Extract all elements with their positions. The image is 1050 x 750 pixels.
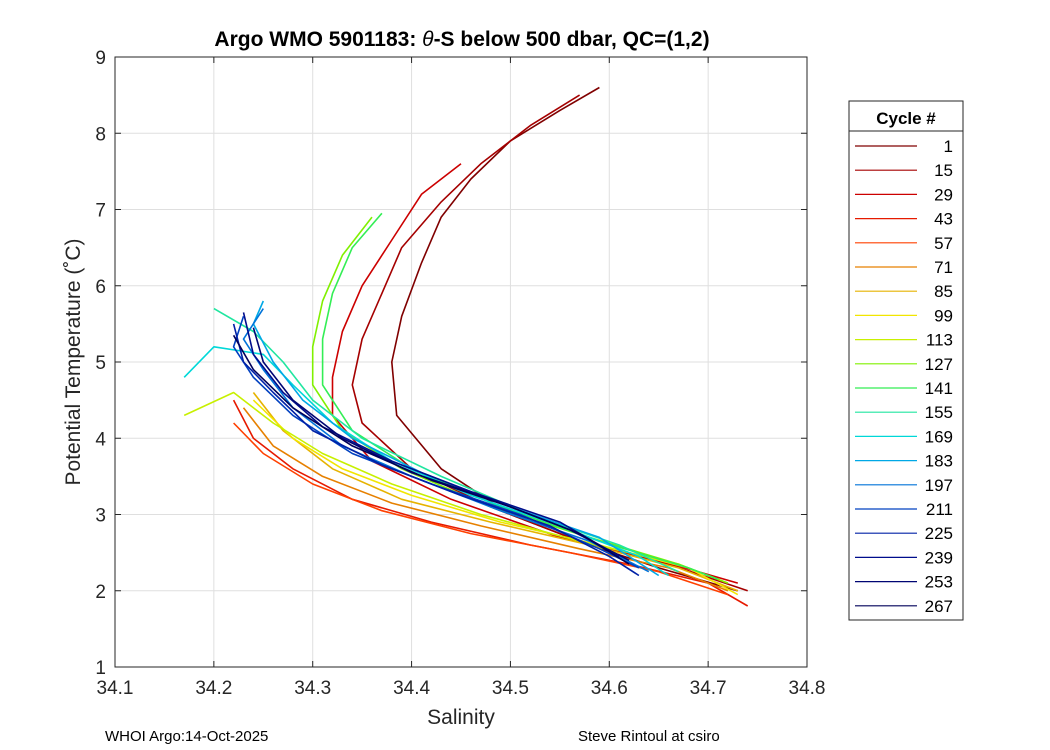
y-axis-label: Potential Temperature (˚C) — [62, 238, 85, 485]
legend-label: 57 — [934, 234, 953, 253]
series-group — [183, 86, 749, 607]
legend-label: 113 — [926, 331, 953, 350]
legend-label: 197 — [925, 476, 953, 495]
legend-label: 169 — [925, 427, 953, 446]
series-line-cycle-197 — [242, 308, 650, 573]
legend: Cycle # 1 15 29 43 57 71 85 99 113 127 141 155 169 18… — [848, 100, 964, 621]
legend-entries: 1 15 29 43 57 71 85 99 113 127 141 155 169 183 197 211 2… — [855, 137, 953, 616]
y-tick-label: 9 — [95, 48, 106, 69]
x-tick-label: 34.3 — [294, 678, 331, 699]
x-tick-label: 34.7 — [690, 678, 727, 699]
legend-label: 239 — [925, 548, 953, 567]
legend-label: 141 — [925, 379, 953, 398]
footer-right: Steve Rintoul at csiro — [578, 728, 720, 745]
legend-label: 29 — [934, 185, 953, 204]
series-line-cycle-1 — [391, 86, 739, 592]
ticks: 34.1 34.2 34.3 34.4 34.5 34.6 34.7 34.8 1 2 3 4 5 6 7 8… — [95, 48, 825, 699]
x-axis-label: Salinity — [427, 706, 495, 729]
legend-label: 127 — [925, 355, 953, 374]
series-line-cycle-239 — [242, 312, 620, 558]
x-tick-label: 34.2 — [195, 678, 232, 699]
legend-label: 71 — [934, 258, 953, 277]
legend-label: 1 — [944, 137, 953, 156]
y-tick-label: 8 — [95, 124, 106, 145]
legend-label: 183 — [925, 452, 953, 471]
y-tick-label: 7 — [95, 201, 106, 222]
series-line-cycle-225 — [232, 323, 640, 577]
y-tick-label: 3 — [95, 506, 106, 527]
legend-label: 15 — [934, 161, 953, 180]
y-tick-label: 4 — [95, 429, 106, 450]
x-tick-label: 34.6 — [591, 678, 628, 699]
legend-title: Cycle # — [876, 109, 936, 128]
x-tick-label: 34.4 — [393, 678, 430, 699]
chart-title: Argo WMO 5901183: θ-S below 500 dbar, QC… — [214, 28, 709, 51]
legend-label: 253 — [925, 573, 953, 592]
series-line-cycle-71 — [242, 407, 729, 592]
x-tick-label: 34.5 — [492, 678, 529, 699]
x-tick-label: 34.1 — [97, 678, 134, 699]
legend-label: 225 — [925, 524, 953, 543]
series-line-cycle-43 — [232, 399, 749, 607]
y-tick-label: 1 — [95, 658, 106, 679]
series-line-cycle-169 — [183, 346, 670, 577]
legend-label: 99 — [934, 306, 953, 325]
series-line-cycle-15 — [351, 94, 748, 592]
y-tick-label: 5 — [95, 353, 106, 374]
series-line-cycle-267 — [232, 334, 630, 565]
y-tick-label: 2 — [95, 582, 106, 603]
x-tick-label: 34.8 — [789, 678, 826, 699]
legend-label: 267 — [925, 597, 953, 616]
legend-label: 211 — [926, 500, 953, 519]
legend-label: 85 — [934, 282, 953, 301]
legend-label: 155 — [925, 403, 953, 422]
footer-left: WHOI Argo:14-Oct-2025 — [105, 728, 268, 745]
legend-label: 43 — [934, 210, 953, 229]
y-tick-label: 6 — [95, 277, 106, 298]
